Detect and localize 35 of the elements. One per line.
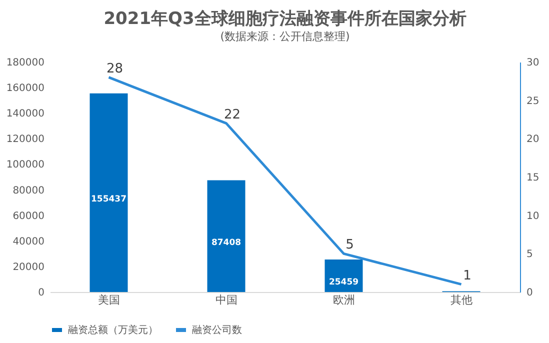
x-tick-label: 欧洲 <box>332 294 355 306</box>
chart-title: 2021年Q3全球细胞疗法融资事件所在国家分析 <box>104 9 466 29</box>
y-tick-label: 60000 <box>12 210 44 222</box>
data-label: 25459 <box>328 278 359 288</box>
y2-tick-label: 20 <box>526 134 540 146</box>
data-label: 87408 <box>211 238 242 248</box>
x-tick-label: 其他 <box>450 294 472 306</box>
bar <box>324 259 363 292</box>
legend-label: 融资公司数 <box>192 324 242 336</box>
chart-subtitle: (数据来源：公开信息整理) <box>220 30 350 43</box>
data-label: 28 <box>106 61 124 76</box>
bar <box>207 180 246 292</box>
y-tick-label: 80000 <box>12 185 44 196</box>
y2-tick-label: 0 <box>526 288 533 298</box>
data-label: 5 <box>346 238 354 253</box>
y2-tick-label: 30 <box>526 58 540 68</box>
x-tick-label: 美国 <box>98 294 120 306</box>
x-tick-label: 中国 <box>215 294 238 306</box>
y2-tick-label: 10 <box>526 210 540 222</box>
y2-tick-label: 25 <box>526 96 540 107</box>
y2-tick-label: 5 <box>526 249 533 260</box>
y-tick-label: 0 <box>38 288 44 298</box>
y-tick-label: 20000 <box>12 262 44 273</box>
y-tick-label: 100000 <box>6 160 44 171</box>
y-tick-label: 140000 <box>6 108 44 120</box>
bar <box>90 93 128 292</box>
y-tick-label: 180000 <box>6 58 44 68</box>
data-label: 1 <box>463 268 472 284</box>
y-tick-label: 120000 <box>6 134 44 146</box>
data-label: 22 <box>224 107 241 122</box>
y-tick-label: 40000 <box>12 236 44 248</box>
legend-label: 融资总额（万美元） <box>68 324 158 336</box>
y-tick-label: 160000 <box>6 83 44 94</box>
data-label: 155437 <box>91 194 127 205</box>
y2-tick-label: 15 <box>526 172 540 184</box>
